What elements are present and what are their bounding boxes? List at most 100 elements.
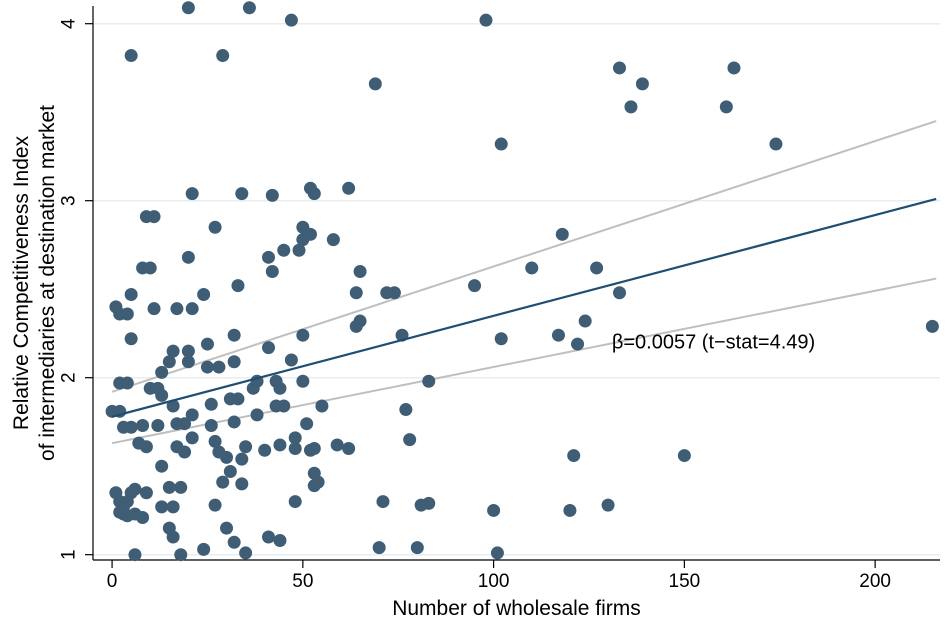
data-point-38 <box>231 279 245 293</box>
data-point-164 <box>262 530 276 544</box>
data-point-15 <box>235 187 249 201</box>
data-point-19 <box>342 181 356 195</box>
data-point-142 <box>162 480 176 494</box>
y-axis-title: Relative Competitiveness Index of interm… <box>10 105 59 461</box>
data-point-68 <box>181 355 195 369</box>
data-point-62 <box>571 337 585 351</box>
data-point-32 <box>181 250 195 264</box>
data-point-35 <box>292 243 306 257</box>
data-point-90 <box>422 374 436 388</box>
data-point-157 <box>128 507 142 521</box>
data-point-9 <box>635 77 649 91</box>
data-point-152 <box>487 503 501 517</box>
data-point-98 <box>178 417 192 431</box>
tick-labels: 1 2 3 4 0 50 100 150 200 <box>59 18 891 592</box>
y-tick-label-3: 3 <box>59 195 80 206</box>
data-point-114 <box>220 450 234 464</box>
data-point-28 <box>525 261 539 275</box>
data-point-121 <box>288 431 302 445</box>
data-point-167 <box>174 548 188 562</box>
confidence-interval-lines <box>111 120 937 445</box>
data-point-170 <box>490 546 504 560</box>
data-point-0 <box>181 1 195 15</box>
fit-line-layer <box>111 197 937 418</box>
y-axis-title-line-1: Relative Competitiveness Index <box>10 135 33 430</box>
data-point-12 <box>494 137 508 151</box>
y-tick-label-2: 2 <box>59 372 80 383</box>
data-point-151 <box>422 496 436 510</box>
data-point-80 <box>204 397 218 411</box>
data-point-27 <box>555 227 569 241</box>
data-point-99 <box>185 408 199 422</box>
data-point-7 <box>613 61 627 75</box>
data-point-130 <box>567 449 581 463</box>
data-point-1 <box>242 1 256 15</box>
data-point-148 <box>288 495 302 509</box>
data-point-160 <box>197 542 211 556</box>
data-point-131 <box>677 449 691 463</box>
data-point-21 <box>147 210 161 224</box>
x-axis-title: Number of wholesale firms <box>392 597 641 620</box>
data-point-96 <box>151 418 165 432</box>
data-point-41 <box>468 279 482 293</box>
data-point-53 <box>200 337 214 351</box>
data-point-65 <box>166 344 180 358</box>
x-tick-label-150: 150 <box>669 571 701 592</box>
data-point-101 <box>227 415 241 429</box>
data-point-163 <box>239 546 253 560</box>
data-point-108 <box>155 459 169 473</box>
data-point-153 <box>563 503 577 517</box>
data-point-72 <box>227 355 241 369</box>
y-tick-label-4: 4 <box>59 18 80 29</box>
data-point-103 <box>269 399 283 413</box>
y-axis-title-line-2: of intermediaries at destination market <box>36 105 59 461</box>
data-point-140 <box>139 486 153 500</box>
data-point-88 <box>296 374 310 388</box>
data-point-58 <box>353 314 367 328</box>
x-tick-label-0: 0 <box>107 571 118 592</box>
data-point-79 <box>166 399 180 413</box>
data-point-14 <box>185 187 199 201</box>
data-point-138 <box>128 482 142 496</box>
data-point-147 <box>235 477 249 491</box>
data-point-117 <box>239 440 253 454</box>
data-point-11 <box>719 100 733 114</box>
data-point-42 <box>349 286 363 300</box>
data-point-10 <box>624 100 638 114</box>
data-points <box>105 1 939 562</box>
data-point-31 <box>143 261 157 275</box>
data-point-8 <box>727 61 741 75</box>
data-point-120 <box>288 441 302 455</box>
data-point-56 <box>296 328 310 342</box>
data-point-49 <box>170 302 184 316</box>
fit-line <box>111 197 937 418</box>
data-point-162 <box>227 535 241 549</box>
ci-lower-line <box>111 277 937 445</box>
data-point-47 <box>124 288 138 302</box>
data-point-54 <box>227 328 241 342</box>
data-point-119 <box>273 438 287 452</box>
data-point-89 <box>315 399 329 413</box>
axes <box>85 6 940 568</box>
data-point-165 <box>273 534 287 548</box>
data-point-37 <box>265 264 279 278</box>
data-point-22 <box>208 220 222 234</box>
data-point-161 <box>220 521 234 535</box>
data-point-18 <box>307 187 321 201</box>
data-point-5 <box>216 49 230 63</box>
data-point-95 <box>136 418 150 432</box>
data-point-26 <box>326 233 340 247</box>
data-point-110 <box>178 445 192 459</box>
x-tick-label-100: 100 <box>478 571 510 592</box>
data-point-149 <box>376 495 390 509</box>
data-point-60 <box>494 332 508 346</box>
data-point-55 <box>262 341 276 355</box>
data-point-70 <box>200 360 214 374</box>
data-point-94 <box>124 420 138 434</box>
data-point-115 <box>223 465 237 479</box>
data-point-118 <box>258 443 272 457</box>
data-point-107 <box>139 440 153 454</box>
data-point-34 <box>277 243 291 257</box>
data-point-156 <box>117 507 131 521</box>
